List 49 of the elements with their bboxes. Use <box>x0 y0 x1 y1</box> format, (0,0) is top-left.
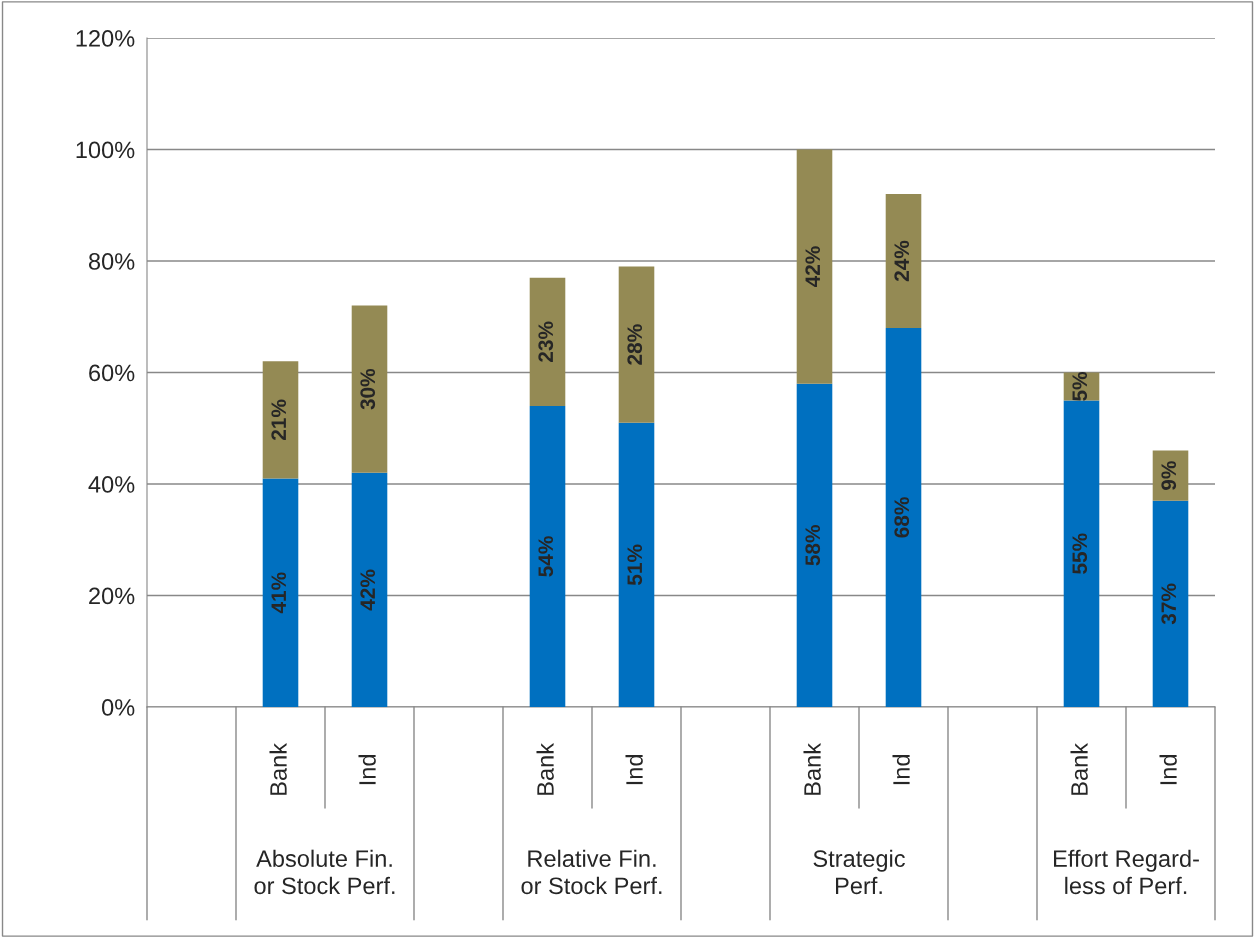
x-tick-label: Bank <box>1070 742 1088 795</box>
bar <box>796 149 833 384</box>
data-label: 5% <box>1072 371 1088 401</box>
x-tick-label: Bank <box>269 742 287 795</box>
bar <box>885 327 922 707</box>
x-tick-label: Ind <box>358 754 376 785</box>
data-label: 9% <box>1161 461 1177 490</box>
y-tick-label: 40% <box>88 476 135 493</box>
data-label: 28% <box>627 324 643 365</box>
text: Absolute Fin. or Stock Perf. <box>254 849 395 895</box>
bar <box>796 383 833 707</box>
bar <box>262 478 299 707</box>
x-tick-label: Ind <box>892 754 910 785</box>
data-label: 30% <box>360 368 376 410</box>
y-tick-label: 80% <box>88 253 135 270</box>
x-tick-label: Bank <box>536 742 554 795</box>
data-label: 23% <box>538 321 554 362</box>
data-label: 24% <box>894 240 910 282</box>
bar <box>1063 400 1100 707</box>
data-label: 68% <box>894 497 910 538</box>
x-tick-label: Bank <box>803 742 821 795</box>
y-tick-label: 20% <box>89 587 135 605</box>
data-label: 42% <box>805 246 821 288</box>
bar <box>1152 500 1189 707</box>
data-label: 54% <box>538 536 554 577</box>
bar <box>262 361 299 479</box>
y-tick-label: 0% <box>101 699 135 716</box>
x-tick-label: Ind <box>1159 754 1177 785</box>
data-label: 58% <box>805 525 821 566</box>
bar <box>618 422 655 707</box>
bar <box>529 277 566 406</box>
data-label: 51% <box>627 544 643 586</box>
text: Strategic Perf. <box>813 849 905 895</box>
y-tick-label: 60% <box>89 364 135 382</box>
data-label: 41% <box>271 572 287 614</box>
y-tick-label: 120% <box>76 30 135 47</box>
data-label: 55% <box>1072 533 1088 574</box>
y-tick-label: 100% <box>76 141 135 159</box>
text: Relative Fin. or Stock Perf. <box>521 849 662 895</box>
data-label: 37% <box>1161 583 1177 625</box>
x-tick-label: Ind <box>625 754 643 785</box>
data-label: 21% <box>271 399 287 441</box>
data-label: 42% <box>360 569 376 611</box>
text: Effort Regard- less of Perf. <box>1054 849 1199 895</box>
bar <box>529 405 566 707</box>
bar <box>351 305 388 473</box>
bar <box>885 194 922 328</box>
bar <box>351 472 388 707</box>
bar <box>618 266 655 423</box>
